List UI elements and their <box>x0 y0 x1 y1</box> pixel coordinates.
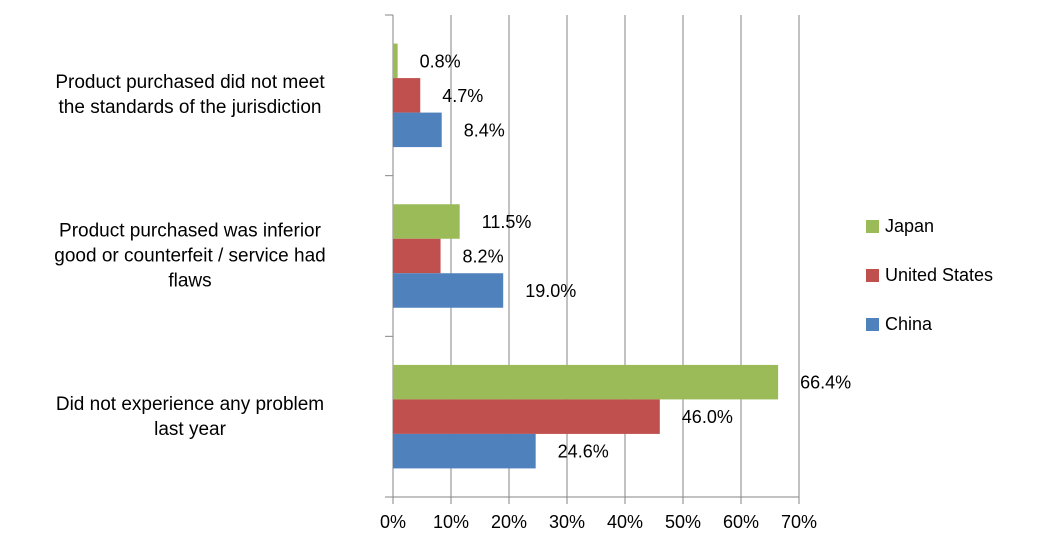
bar <box>393 238 441 274</box>
bar <box>393 433 536 469</box>
bar <box>393 399 660 434</box>
category-label: Product purchased was inferior good or c… <box>54 220 326 292</box>
bar <box>393 112 442 148</box>
x-tick-label: 50% <box>665 512 701 532</box>
legend-swatch <box>866 318 879 331</box>
value-label: 66.4% <box>800 373 851 393</box>
x-tick-label: 40% <box>607 512 643 532</box>
bar <box>393 78 421 113</box>
value-label: 19.0% <box>525 281 576 301</box>
value-label: 0.8% <box>420 51 461 71</box>
x-tick-label: 30% <box>549 512 585 532</box>
value-label: 8.4% <box>464 120 505 140</box>
value-label: 46.0% <box>682 407 733 427</box>
bar <box>393 364 779 400</box>
value-label: 11.5% <box>482 212 532 232</box>
category-label: Product purchased did not meet the stand… <box>55 72 325 119</box>
legend-label: United States <box>885 265 993 285</box>
value-label: 24.6% <box>558 442 609 462</box>
x-tick-label: 0% <box>380 512 406 532</box>
x-tick-label: 20% <box>491 512 527 532</box>
value-label: 8.2% <box>463 246 504 266</box>
x-tick-label: 70% <box>781 512 817 532</box>
legend-swatch <box>866 220 879 233</box>
x-tick-label: 60% <box>723 512 759 532</box>
legend-label: China <box>885 314 933 334</box>
bar <box>393 43 398 79</box>
bar <box>393 273 504 308</box>
legend-label: Japan <box>885 216 934 236</box>
x-tick-label: 10% <box>433 512 469 532</box>
value-label: 4.7% <box>442 86 483 106</box>
bar <box>393 204 460 239</box>
category-label: Did not experience any problem last year <box>55 393 325 440</box>
legend-swatch <box>866 269 879 282</box>
